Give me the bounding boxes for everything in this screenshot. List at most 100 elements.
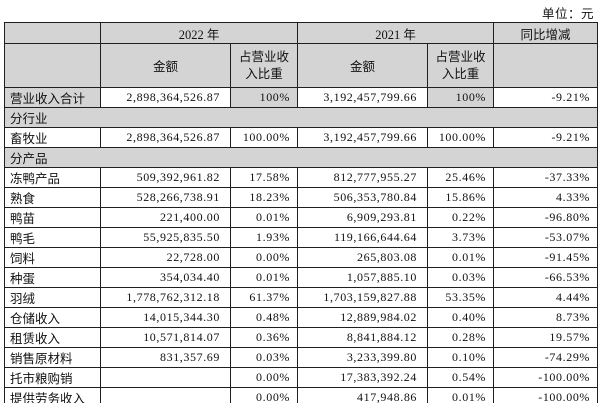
pct-2021-header: 占营业收入比重 (427, 43, 495, 88)
amount-cell: 2,898,364,526.87 (100, 87, 231, 108)
label-cell: 鸭苗 (4, 207, 101, 228)
table-row: 种蛋 354,034.40 0.01% 1,057,885.10 0.03% -66.53… (4, 267, 599, 288)
amount-cell: 6,909,293.81 (297, 207, 429, 228)
pct-2022-header: 占营业收入比重 (229, 43, 299, 88)
section-label: 分产品 (3, 147, 599, 168)
pct-cell: 18.23% (229, 187, 299, 208)
amount-cell: 17,383,392.24 (297, 367, 429, 388)
yoy-cell: -74.29% (493, 347, 599, 368)
pct-cell: 0.00% (229, 387, 299, 403)
pct-cell: 0.10% (427, 347, 495, 368)
pct-cell: 0.01% (229, 207, 299, 228)
amount-cell (100, 387, 231, 403)
amount-cell: 10,571,814.07 (100, 327, 231, 348)
yoy-cell: -100.00% (493, 367, 599, 388)
amount-cell: 265,803.08 (297, 247, 429, 268)
yoy-cell: 4.44% (493, 287, 599, 308)
yoy-cell: -66.53% (493, 267, 599, 288)
yoy-cell: -9.21% (493, 127, 599, 148)
pct-cell: 0.03% (229, 347, 299, 368)
amount-2021-header: 金额 (297, 43, 429, 88)
pct-cell: 0.40% (427, 307, 495, 328)
label-cell: 畜牧业 (4, 127, 101, 148)
pct-cell: 3.73% (427, 227, 495, 248)
amount-cell: 55,925,835.50 (100, 227, 231, 248)
yoy-cell: 4.33% (493, 187, 599, 208)
label-cell: 饲料 (4, 247, 101, 268)
year-2022-header: 2022 年 (99, 22, 299, 44)
pct-cell: 0.03% (427, 267, 495, 288)
label-cell: 冻鸭产品 (4, 167, 101, 188)
table-row: 仓储收入 14,015,344.30 0.48% 12,889,984.02 0.40%… (4, 307, 599, 328)
amount-cell: 22,728.00 (100, 247, 231, 268)
table-row: 营业收入合计 2,898,364,526.87 100% 3,192,457,799.… (4, 87, 599, 108)
table-row: 托市粮购销 0.00% 17,383,392.24 0.54% -100.00% (4, 367, 599, 388)
header-row-years: 2022 年 2021 年 同比增减 (4, 22, 599, 44)
amount-cell: 14,015,344.30 (100, 307, 231, 328)
table-row: 畜牧业 2,898,364,526.87 100.00% 3,192,457,799.… (4, 127, 599, 148)
label-cell: 种蛋 (4, 267, 101, 288)
pct-cell: 61.37% (229, 287, 299, 308)
yoy-cell: -91.45% (493, 247, 599, 268)
header-row-measures: 金额 占营业收入比重 金额 占营业收入比重 (4, 43, 599, 88)
pct-cell: 0.00% (229, 367, 299, 388)
label-cell: 羽绒 (4, 287, 101, 308)
yoy-cell: -100.00% (493, 387, 599, 403)
table-row: 饲料 22,728.00 0.00% 265,803.08 0.01% -91.45% (4, 247, 599, 268)
amount-cell: 354,034.40 (100, 267, 231, 288)
pct-cell: 0.36% (229, 327, 299, 348)
amount-cell: 119,166,644.64 (297, 227, 429, 248)
pct-cell: 100% (229, 87, 299, 108)
amount-cell: 1,778,762,312.18 (100, 287, 231, 308)
year-2021-header: 2021 年 (297, 22, 495, 44)
table-row: 销售原材料 831,357.69 0.03% 3,233,399.80 0.10% -74… (4, 347, 599, 368)
amount-cell: 417,948.86 (297, 387, 429, 403)
label-cell: 提供劳务收入 (4, 387, 101, 403)
amount-cell: 2,898,364,526.87 (100, 127, 231, 148)
empty-header-cell (493, 43, 599, 88)
pct-cell: 25.46% (427, 167, 495, 188)
section-label: 分行业 (3, 107, 599, 128)
yoy-cell: -53.07% (493, 227, 599, 248)
label-cell: 托市粮购销 (4, 367, 101, 388)
pct-cell: 0.01% (229, 267, 299, 288)
table-row: 熟食 528,266,738.91 18.23% 506,353,780.84 15.8… (4, 187, 599, 208)
pct-cell: 17.58% (229, 167, 299, 188)
empty-corner-cell (4, 22, 101, 44)
label-cell: 熟食 (4, 187, 101, 208)
pct-cell: 15.86% (427, 187, 495, 208)
pct-cell: 0.00% (229, 247, 299, 268)
amount-cell: 506,353,780.84 (297, 187, 429, 208)
table-row: 租赁收入 10,571,814.07 0.36% 8,841,884.12 0.28% 1… (4, 327, 599, 348)
section-row: 分行业 (3, 107, 599, 128)
empty-header-cell (4, 43, 101, 88)
pct-cell: 0.54% (427, 367, 495, 388)
label-cell: 销售原材料 (4, 347, 101, 368)
pct-cell: 100.00% (427, 127, 495, 148)
amount-cell: 12,889,984.02 (297, 307, 429, 328)
amount-cell: 1,703,159,827.88 (297, 287, 429, 308)
table-row: 鸭毛 55,925,835.50 1.93% 119,166,644.64 3.73% -… (4, 227, 599, 248)
label-cell: 仓储收入 (4, 307, 101, 328)
section-row: 分产品 (3, 147, 599, 168)
label-cell: 鸭毛 (4, 227, 101, 248)
amount-cell: 3,233,399.80 (297, 347, 429, 368)
amount-cell: 831,357.69 (100, 347, 231, 368)
yoy-cell: -9.21% (493, 87, 599, 108)
amount-cell: 3,192,457,799.66 (297, 127, 429, 148)
table-row: 羽绒 1,778,762,312.18 61.37% 1,703,159,827.88… (4, 287, 599, 308)
yoy-cell: 8.73% (493, 307, 599, 328)
label-cell: 营业收入合计 (4, 87, 101, 108)
table-row: 鸭苗 221,400.00 0.01% 6,909,293.81 0.22% -96.80… (4, 207, 599, 228)
table-row: 冻鸭产品 509,392,961.82 17.58% 812,777,955.27 25… (4, 167, 599, 188)
amount-2022-header: 金额 (100, 43, 231, 88)
pct-cell: 0.01% (427, 247, 495, 268)
pct-cell: 100.00% (229, 127, 299, 148)
label-cell: 租赁收入 (4, 327, 101, 348)
table-body: 营业收入合计 2,898,364,526.87 100% 3,192,457,799.… (3, 87, 599, 403)
yoy-cell: -96.80% (493, 207, 599, 228)
pct-cell: 1.93% (229, 227, 299, 248)
amount-cell (100, 367, 231, 388)
yoy-header: 同比增减 (493, 22, 599, 44)
